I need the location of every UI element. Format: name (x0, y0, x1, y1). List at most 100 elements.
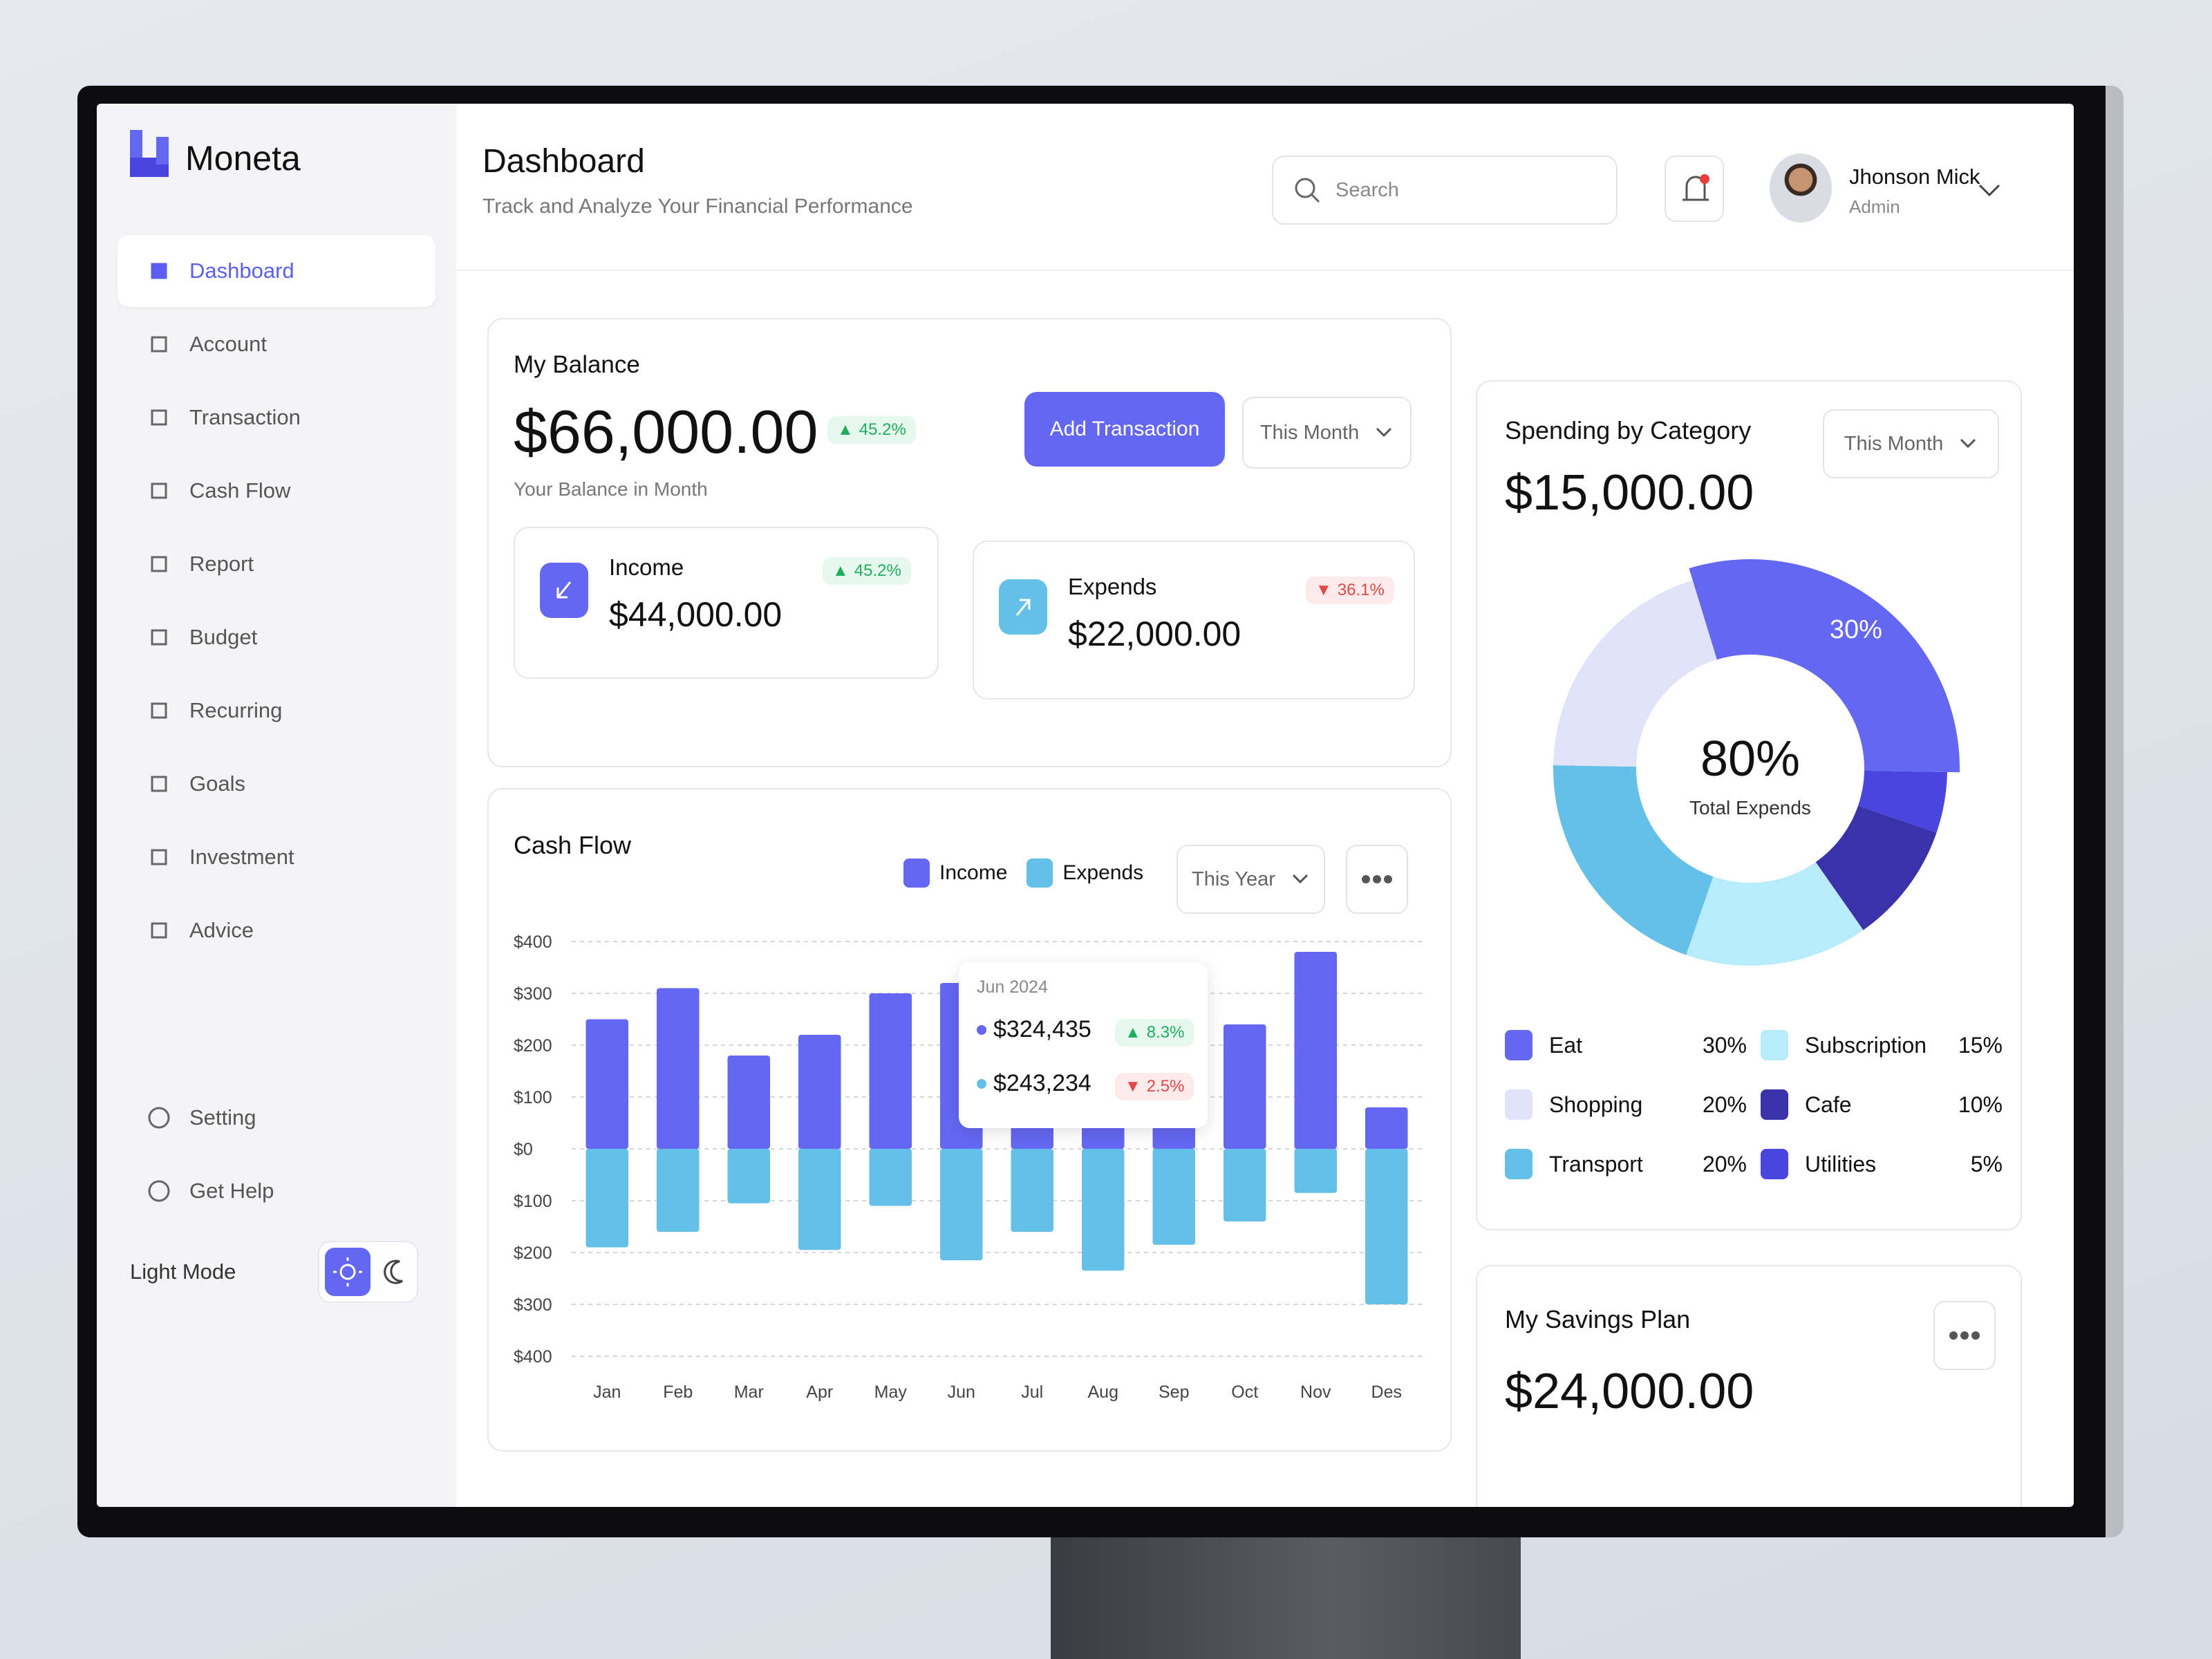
legend-label: Expends (1062, 861, 1144, 884)
icon-shape (151, 336, 167, 353)
bar[interactable] (940, 1149, 983, 1261)
sidebar: Moneta Light Mode Dashboard Account Transa… (97, 104, 456, 1507)
user-avatar[interactable] (1770, 153, 1832, 223)
spending-period: This Month (1844, 432, 1944, 455)
menu-label: Account (189, 332, 268, 356)
cash-flow-more-button[interactable] (1346, 845, 1408, 914)
user-menu-chevron[interactable] (1976, 180, 2003, 200)
icon-shape (151, 629, 167, 646)
tooltip-change-value: 2.5% (1146, 1077, 1185, 1096)
expends-change-value: 36.1% (1337, 581, 1385, 599)
bar[interactable] (1294, 1149, 1338, 1193)
search-box[interactable]: Search (1272, 156, 1618, 225)
slice-label: 30% (1830, 615, 1882, 644)
menu-item[interactable]: Account (118, 308, 435, 380)
bar[interactable] (585, 1019, 629, 1150)
bell-icon (1683, 174, 1709, 201)
cash-flow-period-dropdown[interactable]: This Year (1177, 845, 1325, 914)
menu-item[interactable]: Setting (118, 1082, 435, 1154)
balance-period-dropdown[interactable]: This Month (1242, 397, 1412, 469)
y-tick-label: $100 (514, 1088, 552, 1107)
icon-shape (151, 409, 167, 426)
menu-label: Goals (189, 771, 245, 796)
legend-item: Expends (1027, 859, 1143, 888)
bar[interactable] (798, 1149, 841, 1250)
menu-item[interactable]: Get Help (118, 1155, 435, 1227)
x-tick-label: Sep (1159, 1382, 1189, 1402)
menu-icon (151, 482, 167, 499)
bar[interactable] (1365, 1149, 1408, 1304)
donut-slice[interactable] (1815, 805, 1937, 930)
bar[interactable] (1082, 1149, 1125, 1271)
menu-item[interactable]: Dashboard (118, 235, 435, 307)
menu-label: Transaction (189, 405, 301, 429)
menu-item[interactable]: Budget (118, 601, 435, 673)
bar[interactable] (727, 1056, 771, 1149)
menu-item[interactable]: Recurring (118, 675, 435, 747)
add-transaction-button[interactable]: Add Transaction (1024, 392, 1225, 467)
search-placeholder: Search (1335, 178, 1399, 201)
bar[interactable] (1224, 1149, 1266, 1221)
tooltip-dot (977, 1024, 986, 1035)
icon-shape (151, 922, 167, 939)
legend-item: Utilities 5% (1761, 1143, 2003, 1185)
icon-shape (151, 556, 167, 572)
moon-icon[interactable] (376, 1248, 415, 1296)
legend-label: Cafe (1805, 1091, 1852, 1117)
menu-item[interactable]: Report (118, 528, 435, 600)
legend-value: 30% (1702, 1032, 1747, 1058)
bar[interactable] (1294, 952, 1338, 1149)
spending-card: Spending by Category $15,000.00 This Mon… (1476, 380, 2022, 1230)
menu-item[interactable]: Goals (118, 748, 435, 820)
bar[interactable] (657, 988, 700, 1150)
menu-item[interactable]: Transaction (118, 382, 435, 453)
mode-toggle[interactable] (318, 1241, 418, 1303)
bar[interactable] (585, 1149, 629, 1248)
x-tick-label: Mar (734, 1382, 764, 1402)
expends-amount: $22,000.00 (1068, 615, 1241, 653)
legend-swatch (1761, 1149, 1788, 1179)
user-role: Admin (1849, 196, 1900, 217)
page-title: Dashboard (482, 143, 645, 180)
bar[interactable] (727, 1149, 771, 1203)
bar[interactable] (1365, 1107, 1408, 1149)
menu-icon (151, 702, 167, 719)
donut-slice[interactable] (1689, 559, 1960, 773)
savings-amount: $24,000.00 (1505, 1364, 1754, 1419)
menu-item[interactable]: Investment (118, 821, 435, 893)
menu-icon (151, 409, 167, 426)
bar[interactable] (798, 1035, 841, 1149)
bar[interactable] (657, 1149, 700, 1232)
legend-swatch (1761, 1089, 1788, 1120)
menu-label: Cash Flow (189, 478, 291, 503)
income-icon (540, 563, 588, 618)
x-tick-label: Jun (948, 1382, 975, 1402)
bar[interactable] (1011, 1149, 1054, 1232)
legend-value: 15% (1958, 1032, 2003, 1058)
cash-flow-card: Cash Flow Income Expends This Year $400 $3… (487, 788, 1452, 1452)
menu-icon (148, 1180, 170, 1202)
icon-shape (151, 776, 167, 792)
legend-label: Subscription (1805, 1032, 1927, 1058)
menu-label: Recurring (189, 698, 283, 722)
x-tick-label: Aug (1088, 1382, 1118, 1402)
savings-more-button[interactable] (1933, 1301, 1996, 1370)
light-mode-button[interactable] (325, 1248, 371, 1296)
bar[interactable] (1152, 1149, 1196, 1245)
menu-label: Investment (189, 845, 294, 869)
donut-slice[interactable] (1858, 770, 1947, 833)
bar[interactable] (869, 1149, 912, 1206)
icon-shape (151, 702, 167, 719)
spending-period-dropdown[interactable]: This Month (1823, 409, 1999, 478)
brand-logo (130, 130, 169, 177)
menu-item[interactable]: Cash Flow (118, 455, 435, 527)
y-tick-label: $0 (514, 1140, 533, 1159)
donut-slice[interactable] (1686, 862, 1864, 966)
bar[interactable] (1224, 1024, 1266, 1149)
bar[interactable] (869, 993, 912, 1149)
donut-slice[interactable] (1553, 765, 1714, 955)
menu-item[interactable]: Advice (118, 894, 435, 966)
legend-swatch (1505, 1030, 1533, 1060)
donut-slice[interactable] (1553, 580, 1717, 767)
notification-button[interactable] (1665, 156, 1724, 222)
